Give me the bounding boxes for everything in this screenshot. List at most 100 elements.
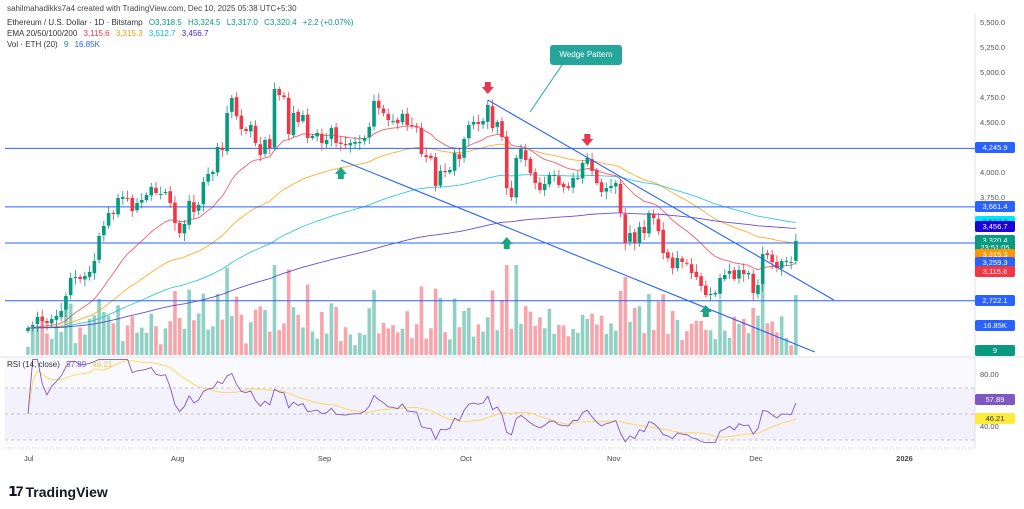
candle[interactable] bbox=[45, 321, 49, 323]
candle[interactable] bbox=[414, 126, 419, 128]
candle[interactable] bbox=[666, 252, 670, 258]
candle[interactable] bbox=[566, 186, 571, 188]
candle[interactable] bbox=[395, 119, 400, 123]
candle[interactable] bbox=[661, 229, 665, 253]
candle[interactable] bbox=[324, 140, 329, 145]
candle[interactable] bbox=[708, 294, 713, 295]
candle[interactable] bbox=[358, 142, 362, 144]
wedge-trendline[interactable] bbox=[487, 99, 835, 301]
candle[interactable] bbox=[386, 113, 391, 120]
candle[interactable] bbox=[400, 114, 405, 123]
candle[interactable] bbox=[604, 188, 609, 192]
candle[interactable] bbox=[713, 293, 718, 295]
candle[interactable] bbox=[500, 121, 504, 137]
candle[interactable] bbox=[448, 170, 452, 173]
candle[interactable] bbox=[632, 232, 637, 243]
candle[interactable] bbox=[438, 171, 443, 186]
candle[interactable] bbox=[149, 187, 154, 196]
candle[interactable] bbox=[220, 147, 225, 150]
candle[interactable] bbox=[144, 195, 149, 200]
candle[interactable] bbox=[590, 159, 594, 171]
candle[interactable] bbox=[732, 270, 737, 279]
candle[interactable] bbox=[139, 200, 144, 203]
wedge-pattern-callout[interactable]: Wedge Pattern bbox=[550, 45, 622, 65]
candle[interactable] bbox=[485, 105, 490, 122]
candle[interactable] bbox=[561, 183, 566, 187]
candle[interactable] bbox=[722, 275, 727, 280]
candle[interactable] bbox=[225, 113, 229, 152]
candle[interactable] bbox=[362, 138, 367, 141]
candle[interactable] bbox=[552, 175, 556, 176]
candle[interactable] bbox=[623, 214, 628, 243]
candle[interactable] bbox=[111, 213, 116, 214]
candle[interactable] bbox=[580, 163, 585, 179]
candle[interactable] bbox=[163, 192, 168, 193]
candle[interactable] bbox=[35, 317, 40, 325]
candle[interactable] bbox=[310, 136, 315, 138]
candle[interactable] bbox=[59, 311, 63, 318]
candle[interactable] bbox=[756, 285, 760, 295]
candle[interactable] bbox=[509, 188, 514, 197]
candle[interactable] bbox=[751, 273, 756, 293]
candle[interactable] bbox=[628, 233, 632, 242]
candle[interactable] bbox=[154, 187, 158, 193]
candle[interactable] bbox=[471, 122, 476, 125]
candle[interactable] bbox=[642, 227, 646, 233]
candle[interactable] bbox=[92, 261, 97, 274]
candle[interactable] bbox=[201, 182, 206, 205]
candle[interactable] bbox=[296, 111, 300, 122]
candle[interactable] bbox=[699, 276, 703, 286]
candle[interactable] bbox=[263, 140, 267, 154]
candle[interactable] bbox=[78, 277, 82, 279]
candle[interactable] bbox=[68, 278, 73, 296]
candle[interactable] bbox=[102, 226, 106, 236]
candle[interactable] bbox=[770, 254, 774, 262]
candle[interactable] bbox=[239, 115, 244, 129]
candle[interactable] bbox=[727, 271, 732, 274]
candle[interactable] bbox=[519, 149, 523, 159]
candle[interactable] bbox=[419, 127, 424, 154]
candle[interactable] bbox=[476, 122, 481, 124]
candle[interactable] bbox=[514, 158, 519, 198]
candle[interactable] bbox=[87, 272, 92, 277]
candle[interactable] bbox=[187, 201, 191, 225]
candle[interactable] bbox=[192, 202, 196, 212]
candle[interactable] bbox=[613, 183, 618, 187]
candle[interactable] bbox=[689, 264, 694, 273]
candle[interactable] bbox=[547, 175, 552, 185]
candle[interactable] bbox=[234, 97, 239, 116]
candle[interactable] bbox=[760, 254, 765, 284]
candle[interactable] bbox=[481, 121, 485, 125]
candle[interactable] bbox=[595, 169, 599, 183]
candle[interactable] bbox=[424, 155, 428, 157]
candle[interactable] bbox=[135, 203, 139, 211]
candle[interactable] bbox=[433, 157, 438, 186]
candle[interactable] bbox=[452, 153, 457, 171]
candle[interactable] bbox=[376, 101, 381, 108]
candle[interactable] bbox=[182, 224, 187, 234]
candle[interactable] bbox=[784, 261, 789, 262]
candle[interactable] bbox=[286, 97, 291, 134]
candle[interactable] bbox=[130, 197, 135, 211]
candle[interactable] bbox=[54, 316, 59, 320]
candle[interactable] bbox=[230, 98, 234, 112]
candle[interactable] bbox=[533, 172, 537, 183]
candle[interactable] bbox=[244, 129, 248, 131]
candle[interactable] bbox=[272, 89, 277, 148]
candle[interactable] bbox=[348, 143, 353, 146]
candle[interactable] bbox=[599, 182, 604, 192]
candle[interactable] bbox=[215, 147, 220, 173]
candle[interactable] bbox=[353, 142, 357, 144]
candle[interactable] bbox=[367, 127, 372, 138]
candle[interactable] bbox=[670, 257, 675, 268]
candle[interactable] bbox=[329, 128, 334, 139]
candle[interactable] bbox=[381, 108, 386, 113]
candle[interactable] bbox=[339, 142, 343, 144]
candle[interactable] bbox=[40, 316, 45, 321]
candle[interactable] bbox=[741, 270, 746, 274]
candle[interactable] bbox=[372, 101, 376, 127]
candle[interactable] bbox=[528, 158, 533, 173]
candle[interactable] bbox=[647, 213, 651, 234]
candle[interactable] bbox=[97, 236, 101, 260]
candle[interactable] bbox=[410, 125, 414, 126]
